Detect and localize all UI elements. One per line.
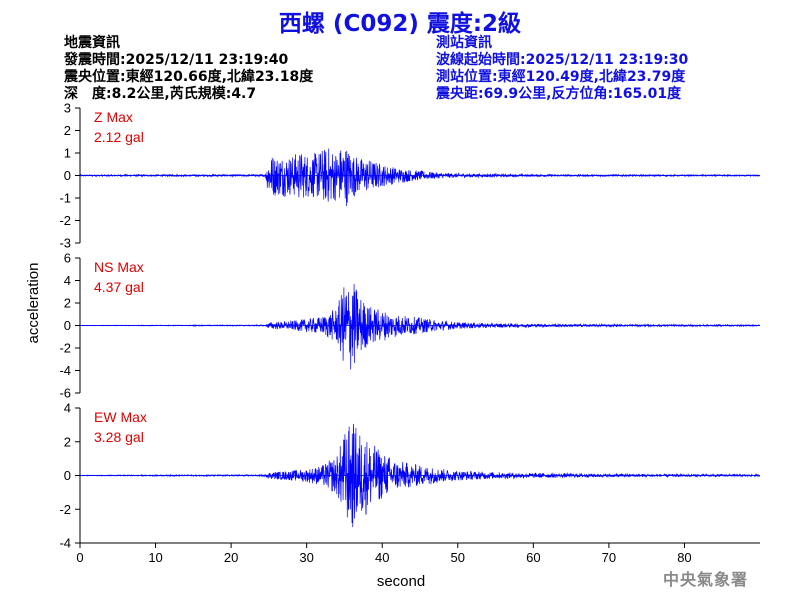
y-tick-label-ew: 0 — [64, 468, 71, 483]
y-axis-title: acceleration — [25, 263, 42, 344]
y-tick-label-ns: -6 — [59, 386, 71, 401]
earthquake-info-heading: 地震資訊 — [64, 35, 120, 51]
x-tick-label: 20 — [224, 550, 238, 565]
y-tick-label-ew: 4 — [64, 401, 71, 416]
x-tick-label: 50 — [451, 550, 465, 565]
y-tick-label-z: 2 — [64, 123, 71, 138]
y-tick-label-z: 0 — [64, 168, 71, 183]
waveform-ns — [79, 283, 761, 370]
peak-value-ew: 3.28 gal — [94, 429, 144, 445]
y-tick-label-ns: 0 — [64, 318, 71, 333]
x-tick-label: 10 — [148, 550, 162, 565]
station-info: 測站資訊 波線起始時間:2025/12/11 23:19:30 測站位置:東經1… — [436, 35, 688, 103]
peak-value-ns: 4.37 gal — [94, 279, 144, 295]
station-location: 測站位置:東經120.49度,北緯23.79度 — [436, 69, 686, 85]
wave-start-time: 波線起始時間:2025/12/11 23:19:30 — [436, 52, 689, 68]
waveform-z — [79, 148, 761, 207]
earthquake-info: 地震資訊 發震時間:2025/12/11 23:19:40 震央位置:東經120… — [64, 35, 313, 103]
y-tick-label-ew: 2 — [64, 434, 71, 449]
x-tick-label: 80 — [677, 550, 691, 565]
y-tick-label-ns: -4 — [59, 363, 71, 378]
y-tick-label-ew: -2 — [59, 502, 71, 517]
x-tick-label: 70 — [602, 550, 616, 565]
agency-credit: 中央氣象署 — [662, 570, 748, 589]
peak-label-ew: EW Max — [94, 409, 147, 425]
y-tick-label-ns: 6 — [64, 251, 71, 266]
y-tick-label-ns: 4 — [64, 273, 71, 288]
epicentral-distance: 震央距:69.9公里,反方位角:165.01度 — [436, 86, 682, 102]
x-axis-title: second — [377, 573, 425, 590]
y-tick-label-ew: -4 — [59, 536, 71, 551]
peak-value-z: 2.12 gal — [94, 129, 144, 145]
station-info-heading: 測站資訊 — [436, 35, 492, 51]
x-tick-label: 60 — [526, 550, 540, 565]
x-tick-label: 0 — [76, 550, 83, 565]
peak-label-z: Z Max — [94, 109, 133, 125]
epicenter-location: 震央位置:東經120.66度,北緯23.18度 — [64, 69, 314, 85]
chart-title: 西螺 (C092) 震度:2級 — [278, 11, 522, 37]
depth-magnitude: 深 度:8.2公里,芮氏規模:4.7 — [64, 86, 257, 102]
y-tick-label-ns: 2 — [64, 296, 71, 311]
x-tick-label: 30 — [299, 550, 313, 565]
x-tick-label: 40 — [375, 550, 389, 565]
y-tick-label-z: 3 — [64, 101, 71, 116]
y-tick-label-z: -3 — [59, 236, 71, 251]
y-tick-label-z: -1 — [59, 191, 71, 206]
y-tick-label-ns: -2 — [59, 341, 71, 356]
origin-time: 發震時間:2025/12/11 23:19:40 — [64, 52, 289, 68]
y-tick-label-z: 1 — [64, 146, 71, 161]
y-tick-label-z: -2 — [59, 213, 71, 228]
peak-label-ns: NS Max — [94, 259, 144, 275]
